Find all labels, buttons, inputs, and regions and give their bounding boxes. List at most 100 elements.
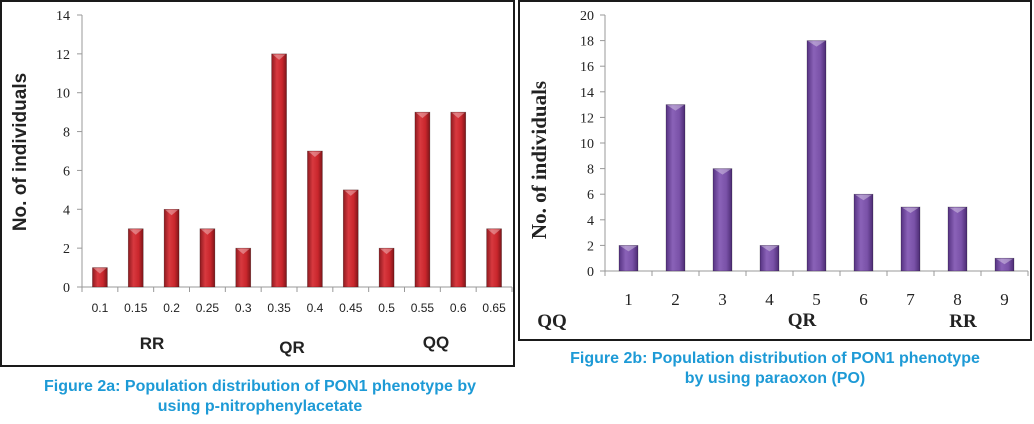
x-tick-label: 0.5: [378, 301, 395, 315]
group-label-qq: QQ: [537, 311, 567, 332]
x-tick-label: 1: [624, 290, 633, 309]
bar-8: [947, 206, 968, 272]
group-label-qr: QR: [279, 338, 305, 357]
bar-0.45: [342, 189, 359, 288]
y-tick-label: 8: [63, 126, 70, 141]
bar-bevel: [996, 258, 1013, 265]
bar-bevel: [451, 112, 465, 119]
bar-bevel: [236, 248, 250, 255]
x-tick-label: 0.25: [196, 301, 220, 315]
x-tick-label: 5: [812, 290, 821, 309]
y-tick-label: 6: [63, 164, 70, 179]
y-tick-label: 14: [56, 9, 70, 24]
x-tick-label: 9: [1000, 290, 1009, 309]
y-tick-label: 18: [580, 35, 594, 50]
y-tick-label: 16: [580, 60, 594, 75]
y-tick-label: 20: [580, 9, 594, 24]
y-tick-label: 10: [56, 87, 70, 102]
figure-2a-caption: Figure 2a: Population distribution of PO…: [0, 377, 520, 417]
group-label-rr: RR: [949, 311, 977, 332]
y-tick-label: 4: [587, 214, 594, 229]
bar-bevel: [855, 194, 872, 201]
bar-0.65: [486, 228, 502, 288]
bar-9: [994, 257, 1015, 272]
bar-bevel: [93, 268, 107, 274]
y-tick-label: 12: [580, 111, 594, 126]
y-tick-label: 4: [63, 203, 70, 218]
bar-bevel: [308, 151, 322, 157]
bar-0.6: [450, 111, 467, 288]
x-tick-label: 8: [953, 290, 962, 309]
x-tick-label: 2: [671, 290, 680, 309]
bar-0.2: [163, 208, 180, 288]
bar-bevel: [129, 229, 143, 235]
y-tick-label: 10: [580, 137, 594, 152]
x-tick-label: 0.2: [163, 301, 180, 315]
y-axis-label: No. of individuals: [10, 73, 31, 231]
bar-6: [853, 193, 874, 272]
bar-bevel: [902, 207, 919, 213]
group-label-qq: QQ: [423, 333, 449, 352]
bar-0.25: [199, 228, 216, 288]
bar-0.1: [92, 267, 108, 288]
x-tick-label: 0.3: [235, 301, 252, 315]
x-tick-label: 0.65: [482, 301, 506, 315]
x-tick-label: 0.4: [307, 301, 324, 315]
x-tick-label: 0.15: [124, 301, 148, 315]
bar-bevel: [714, 169, 731, 175]
bar-bevel: [667, 105, 684, 111]
y-tick-label: 2: [63, 242, 70, 257]
bar-0.35: [271, 53, 287, 288]
caption-line-1: Figure 2a: Population distribution of PO…: [43, 378, 476, 395]
bar-7: [900, 206, 921, 272]
x-tick-label: 0.55: [411, 301, 435, 315]
y-tick-label: 14: [580, 86, 594, 101]
bar-bevel: [200, 229, 214, 235]
bar-0.5: [378, 247, 395, 288]
bar-5: [806, 40, 827, 272]
bar-bevel: [272, 54, 286, 60]
bar-bevel: [620, 245, 637, 252]
figure-2b-caption: Figure 2b: Population distribution of PO…: [518, 349, 1032, 389]
x-tick-label: 6: [859, 290, 868, 309]
caption-line-1: Figure 2b: Population distribution of PO…: [570, 350, 980, 367]
x-tick-label: 0.6: [450, 301, 467, 315]
x-tick-label: 0.1: [92, 301, 109, 315]
bar-bevel: [761, 245, 778, 252]
group-label-rr: RR: [140, 334, 165, 353]
x-tick-label: 0.35: [267, 301, 291, 315]
caption-line-2: using p-nitrophenylacetate: [157, 398, 363, 415]
chart-panel-2a: No. of individuals 0 2 4 6 8 10 12 14 0.1 0.15 0.2…: [0, 0, 515, 367]
group-label-qr: QR: [788, 310, 817, 331]
bar-0.55: [414, 111, 431, 288]
x-tick-label: 3: [718, 290, 727, 309]
x-tick-label: 0.45: [339, 301, 363, 315]
bar-bevel: [344, 190, 358, 196]
bar-bevel: [380, 248, 394, 255]
bar-1: [618, 245, 639, 272]
bar-bevel: [165, 209, 179, 216]
bar-0.15: [127, 228, 144, 288]
chart-2a: No. of individuals 0 2 4 6 8 10 12 14 0.1 0.15 0.2…: [10, 9, 513, 357]
bar-bevel: [415, 112, 429, 119]
y-axis-label: No. of individuals: [527, 81, 551, 239]
bar-0.4: [307, 150, 323, 288]
y-tick-label: 12: [56, 48, 70, 63]
bar-3: [712, 168, 733, 272]
y-tick-label: 8: [587, 163, 594, 178]
y-tick-label: 2: [587, 239, 594, 254]
y-tick-label: 6: [587, 188, 594, 203]
bar-bevel: [487, 229, 501, 235]
bar-bevel: [949, 207, 966, 213]
y-tick-label: 0: [587, 265, 594, 280]
y-tick-label: 0: [63, 281, 70, 296]
bar-2: [665, 104, 686, 272]
bar-4: [759, 245, 780, 272]
caption-line-2: by using paraoxon (PO): [684, 370, 866, 387]
bar-0.3: [235, 247, 252, 288]
bar-bevel: [808, 41, 825, 47]
x-tick-label: 7: [906, 290, 915, 309]
chart-panel-2b: No. of individuals 0 2 4 6 8 10 12 14 16 18 20 1 2 3 4…: [518, 0, 1032, 341]
x-tick-label: 4: [765, 290, 774, 309]
